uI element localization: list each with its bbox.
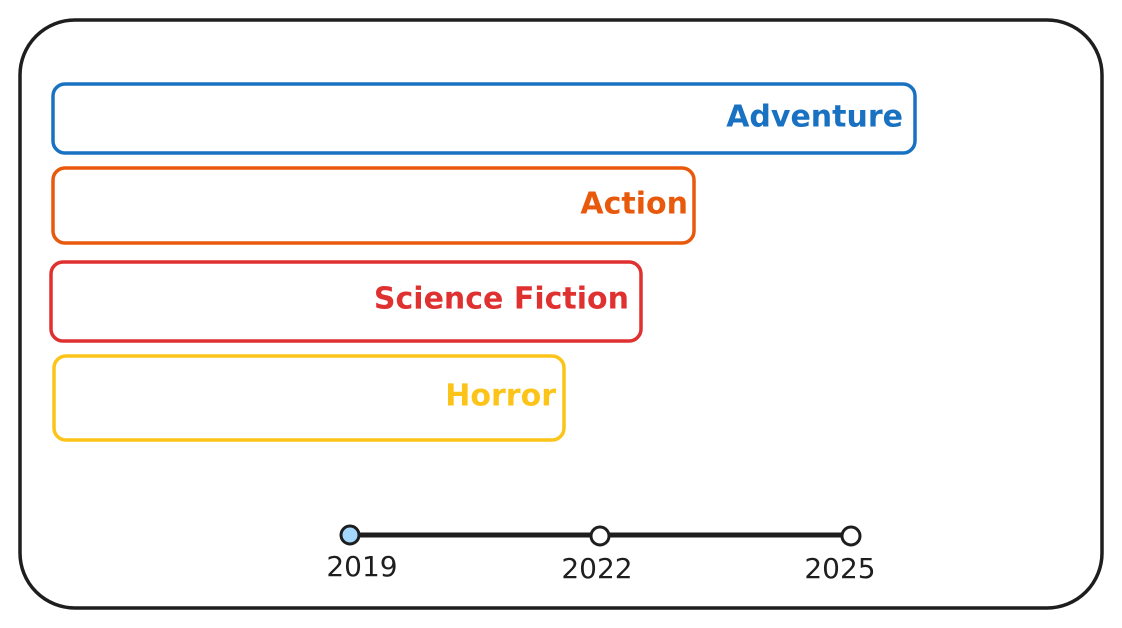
genre-label: Action — [580, 187, 688, 222]
genre-label: Adventure — [726, 100, 903, 135]
genre-label: Horror — [445, 379, 556, 414]
timeline-stop[interactable] — [840, 525, 862, 547]
timeline-stop[interactable] — [589, 525, 611, 547]
genre-bar[interactable] — [51, 82, 917, 155]
genre-bar[interactable] — [51, 166, 696, 245]
genre-label: Science Fiction — [374, 282, 629, 317]
timeline-label: 2025 — [804, 552, 875, 585]
genre-bar[interactable] — [49, 260, 643, 343]
timeline-label: 2019 — [326, 550, 397, 583]
panel — [18, 18, 1104, 610]
genre-bar[interactable] — [52, 354, 566, 442]
timeline-label: 2022 — [561, 552, 632, 585]
timeline-handle[interactable] — [339, 524, 361, 546]
